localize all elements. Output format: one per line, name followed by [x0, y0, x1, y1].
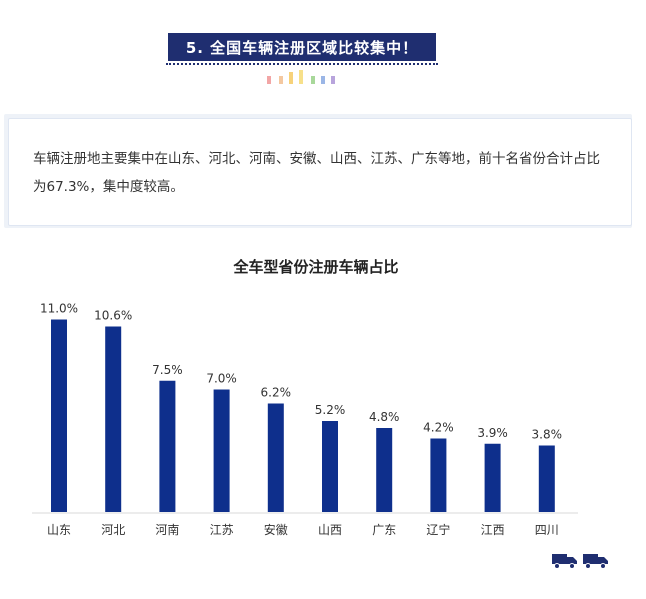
bar-辽宁	[430, 438, 447, 512]
chart-title: 全车型省份注册车辆占比	[232, 258, 398, 276]
deco-bar-3	[289, 72, 293, 84]
x-tick-label: 山西	[318, 523, 342, 537]
x-tick-label: 江苏	[210, 523, 234, 537]
bar-value-label: 6.2%	[261, 386, 292, 400]
x-tick-label: 四川	[535, 523, 559, 537]
x-tick-label: 广东	[372, 523, 396, 537]
deco-bar-7	[331, 76, 335, 84]
truck-icon	[583, 554, 608, 569]
bar-chart: 全车型省份注册车辆占比 11.0% 10.6% 7.5% 7.0% 6.2% 5.2% 4.…	[32, 258, 578, 537]
bar-value-label: 4.2%	[423, 421, 454, 435]
bar-value-label: 10.6%	[94, 309, 132, 323]
title-dotted-underline	[166, 63, 438, 65]
bar-value-label: 5.2%	[315, 403, 346, 417]
bar-value-label: 3.9%	[477, 426, 508, 440]
bar-四川	[538, 445, 555, 512]
bar-安徽	[267, 403, 284, 512]
bar-value-label: 7.0%	[206, 372, 237, 386]
deco-bar-5	[311, 76, 315, 84]
bar-江西	[484, 443, 501, 512]
x-tick-label: 河北	[101, 523, 125, 537]
section-title-banner: 5. 全国车辆注册区域比较集中！	[168, 33, 436, 61]
bar-广东	[376, 428, 393, 512]
bar-value-label: 7.5%	[152, 363, 183, 377]
bar-山东	[51, 319, 67, 512]
deco-bar-4	[299, 70, 303, 84]
deco-bar-2	[279, 76, 283, 84]
section-title: 5. 全国车辆注册区域比较集中！	[185, 38, 419, 57]
x-tick-label: 山东	[47, 523, 71, 537]
bar-河北	[105, 326, 122, 512]
bar-labels-group: 11.0% 10.6% 7.5% 7.0% 6.2% 5.2% 4.8% 4.2% 3.9% 3.…	[40, 302, 562, 442]
x-tick-label: 辽宁	[426, 522, 450, 537]
summary-text: 车辆注册地主要集中在山东、河北、河南、安徽、山西、江苏、广东等地，前十名省份合计…	[33, 151, 600, 195]
bar-山西	[322, 421, 338, 512]
truck-icon	[552, 554, 577, 569]
deco-bar-1	[267, 76, 271, 84]
deco-bar-6	[321, 76, 325, 84]
bar-河南	[159, 380, 176, 512]
bar-value-label: 3.8%	[532, 428, 563, 442]
bar-value-label: 11.0%	[40, 302, 78, 316]
x-tick-label: 安徽	[264, 522, 288, 537]
bar-value-label: 4.8%	[369, 410, 400, 424]
x-tick-labels-group: 山东 河北 河南 江苏 安徽 山西 广东 辽宁 江西 四川	[47, 522, 559, 537]
bars-group	[51, 319, 555, 512]
color-bars-decoration	[267, 70, 339, 84]
bar-江苏	[213, 389, 230, 512]
x-tick-label: 河南	[155, 522, 179, 537]
summary-card: 车辆注册地主要集中在山东、河北、河南、安徽、山西、江苏、广东等地，前十名省份合计…	[8, 118, 632, 226]
x-tick-label: 江西	[481, 523, 505, 537]
